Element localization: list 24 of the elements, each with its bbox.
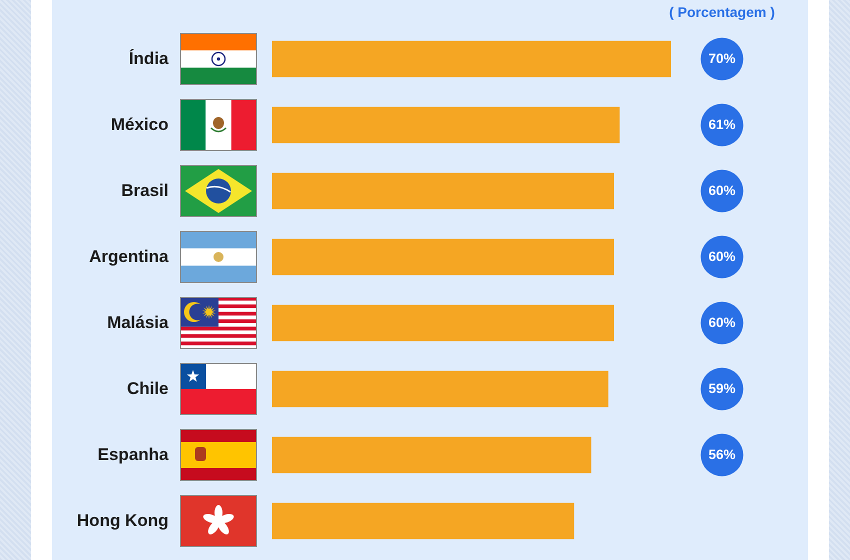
data-label: 70% xyxy=(708,51,736,66)
y-tick-label: Chile xyxy=(126,379,168,398)
y-tick-label: Hong Kong xyxy=(76,511,168,530)
bar xyxy=(272,304,614,342)
y-tick-label: Brasil xyxy=(121,181,168,200)
data-label: 61% xyxy=(708,117,736,132)
bar xyxy=(272,106,620,144)
data-label: 60% xyxy=(708,183,736,198)
bar xyxy=(272,238,614,276)
bar xyxy=(272,40,671,78)
data-label: 59% xyxy=(708,381,736,396)
y-tick-label: Malásia xyxy=(107,313,170,332)
y-tick-label: Argentina xyxy=(89,247,170,266)
bar xyxy=(272,502,574,540)
bar xyxy=(272,172,614,210)
bar xyxy=(272,370,608,408)
y-tick-label: Índia xyxy=(128,48,170,68)
bar xyxy=(272,436,592,474)
y-tick-label: Espanha xyxy=(98,445,170,464)
data-label: 56% xyxy=(708,447,736,462)
data-label: 60% xyxy=(708,249,736,264)
y-tick-label: México xyxy=(110,115,168,134)
data-label: 60% xyxy=(708,315,736,330)
text: ( Porcentagem ) xyxy=(668,4,776,20)
